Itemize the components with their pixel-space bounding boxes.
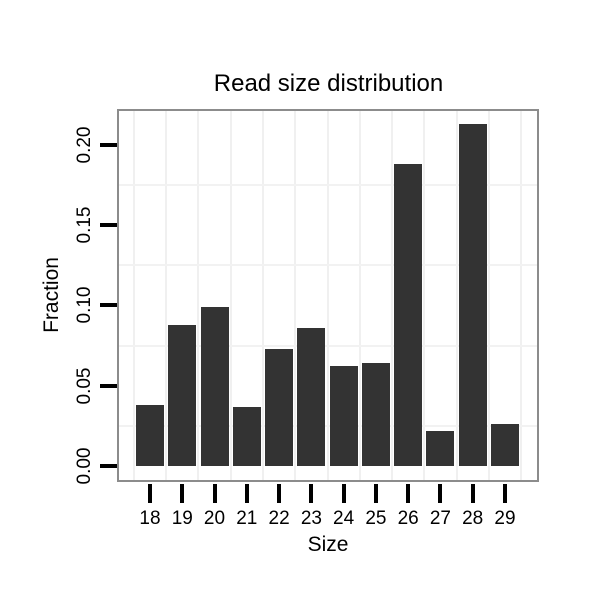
- vertical-gridline: [132, 111, 135, 480]
- x-axis-tick: [470, 484, 475, 503]
- bar-size-23: [297, 327, 326, 466]
- x-tick-label: 29: [494, 508, 516, 529]
- vertical-gridline: [326, 111, 329, 480]
- bar-size-18: [136, 404, 164, 466]
- x-axis-title: Size: [307, 533, 349, 556]
- x-tick-label: 24: [333, 508, 355, 529]
- y-axis-title: Fraction: [40, 257, 63, 333]
- vertical-gridline: [487, 111, 490, 480]
- x-tick-label: 22: [268, 508, 290, 529]
- bar-size-26: [394, 163, 423, 466]
- horizontal-gridline: [119, 183, 537, 186]
- horizontal-gridline: [119, 264, 537, 267]
- x-tick-label: 28: [462, 508, 484, 529]
- bar-size-28: [458, 123, 487, 466]
- vertical-gridline: [294, 111, 297, 480]
- x-axis-tick: [503, 484, 507, 503]
- bar-size-21: [232, 406, 261, 466]
- y-axis-tick: [100, 142, 117, 147]
- vertical-gridline: [520, 111, 523, 480]
- bar-size-20: [200, 306, 229, 466]
- x-axis-tick: [341, 484, 346, 503]
- x-tick-label: 21: [236, 508, 258, 529]
- x-tick-label: 25: [365, 508, 387, 529]
- vertical-gridline: [423, 111, 426, 480]
- x-axis-tick: [277, 484, 282, 503]
- x-axis-tick: [212, 484, 217, 503]
- vertical-gridline: [197, 111, 200, 480]
- vertical-gridline: [261, 111, 264, 480]
- x-axis-tick: [309, 484, 314, 503]
- x-axis-tick: [244, 484, 249, 503]
- horizontal-gridline: [119, 424, 537, 427]
- plot-panel: [117, 109, 539, 482]
- vertical-gridline: [358, 111, 361, 480]
- plot-area: [119, 111, 537, 480]
- x-tick-label: 26: [397, 508, 419, 529]
- bar-size-24: [329, 366, 358, 466]
- bar-size-27: [426, 430, 455, 466]
- vertical-gridline: [165, 111, 168, 480]
- x-tick-label: 20: [203, 508, 226, 529]
- chart-title: Read size distribution: [213, 70, 444, 97]
- horizontal-gridline: [119, 344, 537, 347]
- x-tick-label: 27: [429, 508, 451, 529]
- x-axis-tick: [373, 484, 378, 503]
- y-tick-label: 0.15: [74, 206, 95, 244]
- y-tick-label: 0.00: [74, 447, 95, 485]
- vertical-gridline: [229, 111, 232, 480]
- x-tick-label: 19: [171, 508, 193, 529]
- x-tick-label: 23: [300, 508, 322, 529]
- y-axis-tick: [100, 303, 117, 308]
- x-axis-tick: [180, 484, 185, 503]
- y-axis-tick: [100, 223, 117, 227]
- y-axis-tick: [100, 464, 117, 468]
- vertical-gridline: [455, 111, 458, 480]
- y-axis-tick: [100, 383, 117, 388]
- y-tick-label: 0.05: [74, 367, 95, 405]
- bar-size-29: [491, 424, 519, 466]
- y-tick-label: 0.10: [74, 286, 95, 324]
- x-axis-tick: [438, 484, 443, 503]
- x-axis-tick: [148, 484, 152, 503]
- bar-size-19: [168, 324, 197, 466]
- x-axis-tick: [406, 484, 411, 503]
- y-tick-label: 0.20: [74, 126, 95, 164]
- bar-size-25: [361, 363, 390, 466]
- x-tick-label: 18: [139, 508, 161, 529]
- bar-size-22: [265, 348, 294, 466]
- vertical-gridline: [391, 111, 393, 480]
